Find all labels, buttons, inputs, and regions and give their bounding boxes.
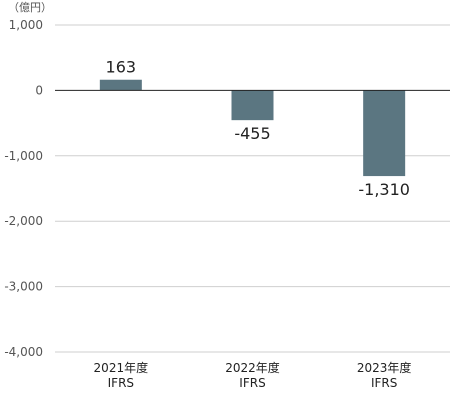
bar	[231, 90, 274, 121]
bar	[363, 90, 406, 177]
x-tick-label: 2021年度	[94, 360, 149, 375]
y-tick-label: -3,000	[4, 280, 43, 294]
data-label: -1,310	[358, 180, 410, 199]
data-label: -455	[234, 124, 270, 143]
x-tick-label: IFRS	[239, 376, 265, 390]
x-tick-label: 2023年度	[357, 360, 412, 375]
bar	[99, 79, 142, 91]
x-tick-label: IFRS	[371, 376, 397, 390]
y-axis-ticks: 1,000 0 -1,000 -2,000 -3,000 -4,000	[4, 18, 43, 359]
bars	[99, 79, 406, 177]
x-tick-label: IFRS	[108, 376, 134, 390]
y-tick-label: 0	[35, 83, 43, 97]
unit-label: （億円）	[8, 1, 52, 14]
data-labels: 163 -455 -1,310	[106, 58, 410, 199]
y-tick-label: -4,000	[4, 345, 43, 359]
y-tick-label: -1,000	[4, 149, 43, 163]
data-label: 163	[106, 58, 137, 77]
y-tick-label: 1,000	[9, 18, 43, 32]
y-tick-label: -2,000	[4, 214, 43, 228]
x-tick-label: 2022年度	[225, 360, 280, 375]
